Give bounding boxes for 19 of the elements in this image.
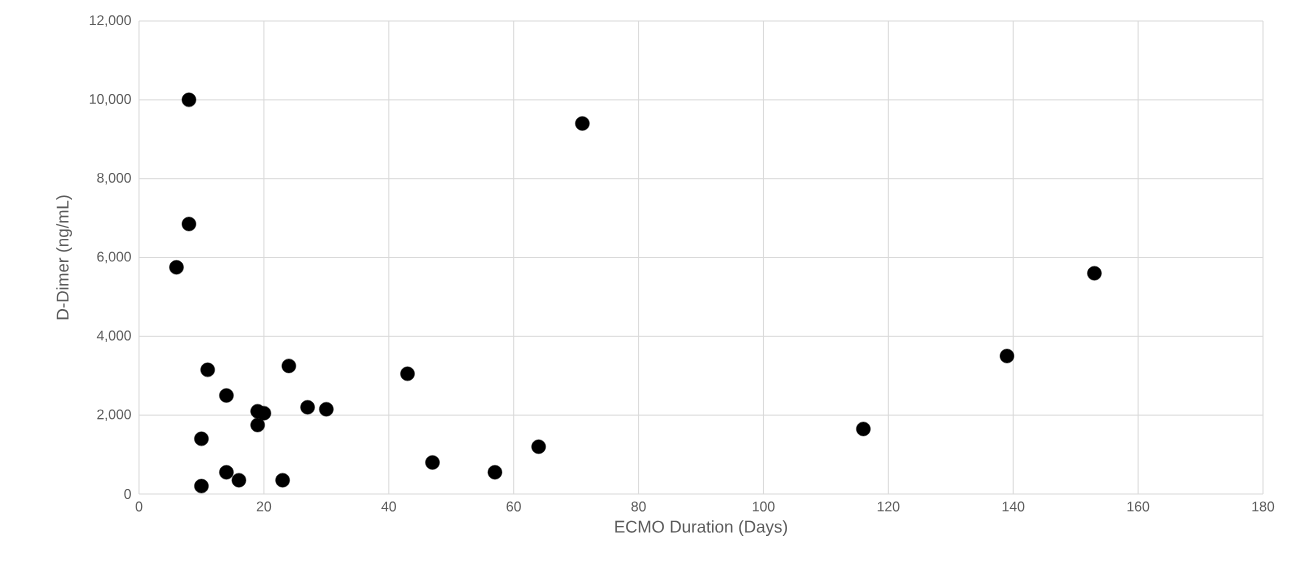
x-tick-label: 140 <box>1002 501 1025 512</box>
y-tick-label: 0 <box>124 489 131 499</box>
x-tick-label: 80 <box>631 501 646 512</box>
y-tick-label: 12,000 <box>89 15 131 27</box>
y-tick-label: 4,000 <box>96 330 131 343</box>
x-tick-label: 100 <box>752 501 775 512</box>
x-tick-label: 160 <box>1127 501 1150 512</box>
x-axis-title: ECMO Duration (Days) <box>615 520 787 537</box>
x-tick-label: 20 <box>256 501 272 512</box>
y-tick-label: 10,000 <box>89 94 131 106</box>
x-tick-label: 40 <box>381 501 396 512</box>
x-tick-label: 60 <box>506 501 521 512</box>
y-axis-title: D-Dimer (ng/mL) <box>56 195 72 320</box>
y-tick-label: 2,000 <box>97 409 131 421</box>
x-tick-label: 120 <box>877 501 900 512</box>
y-tick-label: 6,000 <box>97 251 131 264</box>
y-tick-label: 8,000 <box>97 172 131 185</box>
x-tick-label: 180 <box>1252 501 1275 512</box>
x-tick-label: 0 <box>135 501 143 512</box>
